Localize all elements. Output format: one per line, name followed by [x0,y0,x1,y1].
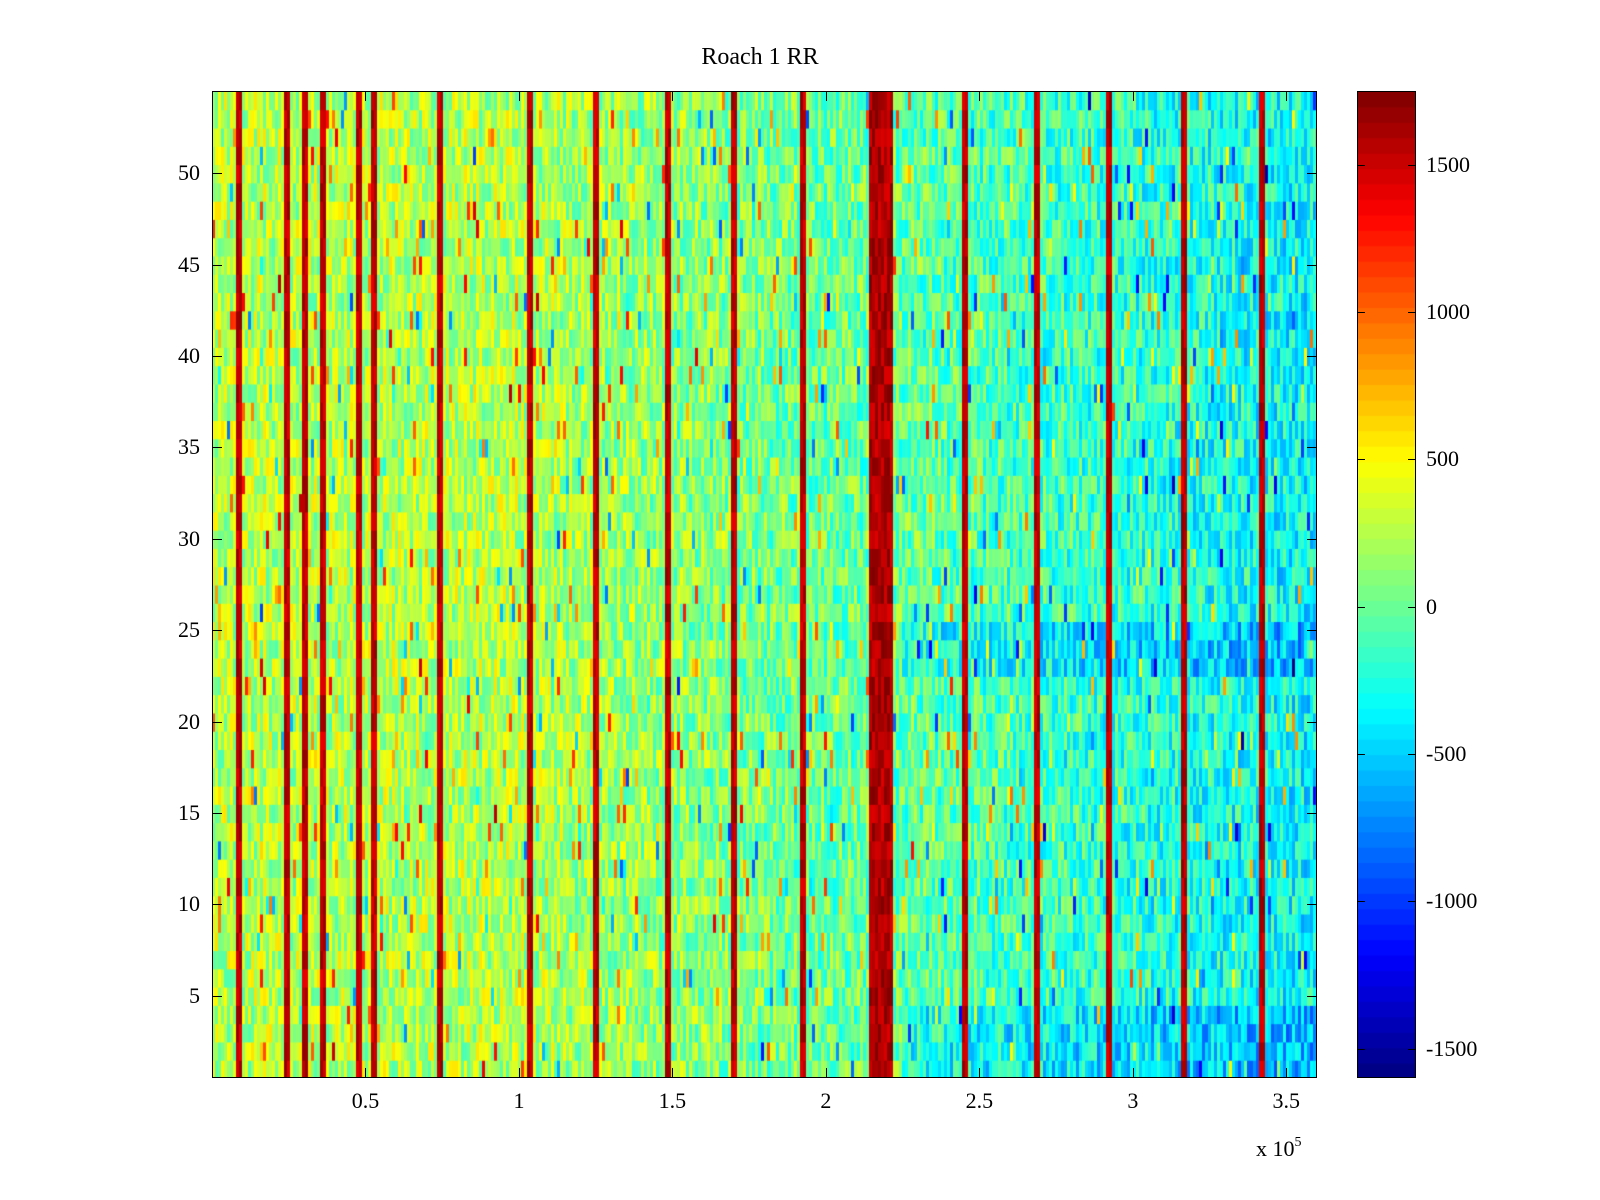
y-tick-mark [1307,630,1317,632]
y-tick-mark [1307,904,1317,906]
colorbar [1357,91,1416,1078]
colorbar-tick-mark [1357,164,1365,166]
colorbar-tick-mark [1357,901,1365,903]
x-tick-mark [825,91,827,101]
y-tick-mark [212,904,222,906]
y-tick-mark [1307,356,1317,358]
colorbar-tick-mark [1408,753,1416,755]
y-tick-label: 5 [189,982,200,1008]
x-tick-mark [1286,1068,1288,1078]
y-tick-label: 25 [178,617,200,643]
x-tick-label: 3 [1127,1088,1139,1113]
x-tick-label: 2 [820,1088,832,1113]
colorbar-tick-label: 1500 [1426,151,1470,177]
x-tick-mark [365,91,367,101]
colorbar-tick-label: 500 [1426,446,1459,472]
colorbar-tick-mark [1408,164,1416,166]
y-tick-mark [212,538,222,540]
colorbar-tick-label: -500 [1426,740,1467,766]
y-tick-mark [212,173,222,175]
x-tick-mark [365,1068,367,1078]
y-tick-label: 45 [178,251,200,277]
x-tick-label: 3.5 [1272,1088,1301,1113]
x-axis-multiplier: x 105 [1256,1134,1302,1161]
y-tick-mark [1307,173,1317,175]
x-tick-mark [518,91,520,101]
y-tick-label: 30 [178,525,200,551]
colorbar-tick-mark [1357,311,1365,313]
y-tick-mark [212,721,222,723]
y-tick-mark [1307,538,1317,540]
colorbar-tick-label: -1500 [1426,1035,1478,1061]
x-tick-mark [979,1068,981,1078]
colorbar-tick-mark [1408,606,1416,608]
y-tick-label: 35 [178,434,200,460]
x-tick-label: 1.5 [658,1088,687,1113]
y-tick-mark [1307,447,1317,449]
x-tick-mark [1132,1068,1134,1078]
colorbar-tick-mark [1408,459,1416,461]
y-tick-mark [1307,812,1317,814]
x-tick-label: 1 [513,1088,525,1113]
colorbar-tick-mark [1357,606,1365,608]
chart-title: Roach 1 RR [701,44,819,70]
x-tick-mark [979,91,981,101]
x-tick-mark [672,1068,674,1078]
x-tick-label: 2.5 [965,1088,994,1113]
heatmap-plot-area [212,91,1317,1078]
y-tick-mark [212,812,222,814]
y-tick-label: 20 [178,708,200,734]
y-tick-mark [1307,995,1317,997]
y-tick-mark [212,264,222,266]
colorbar-gradient [1357,91,1416,1078]
y-tick-label: 40 [178,343,200,369]
colorbar-tick-mark [1357,459,1365,461]
x-tick-mark [1286,91,1288,101]
y-tick-label: 15 [178,799,200,825]
y-tick-label: 10 [178,891,200,917]
colorbar-tick-mark [1357,1048,1365,1050]
y-tick-mark [1307,721,1317,723]
y-tick-mark [212,356,222,358]
colorbar-tick-mark [1408,901,1416,903]
colorbar-tick-label: -1000 [1426,888,1478,914]
y-tick-mark [212,630,222,632]
colorbar-tick-mark [1357,753,1365,755]
colorbar-tick-mark [1408,1048,1416,1050]
x-tick-mark [672,91,674,101]
colorbar-tick-label: 0 [1426,593,1437,619]
y-tick-mark [212,995,222,997]
x-tick-mark [518,1068,520,1078]
colorbar-tick-label: 1000 [1426,298,1470,324]
y-tick-mark [1307,264,1317,266]
colorbar-tick-mark [1408,311,1416,313]
y-tick-label: 50 [178,160,200,186]
x-tick-mark [825,1068,827,1078]
heatmap-cells [212,91,1317,1078]
x-tick-mark [1132,91,1134,101]
y-tick-mark [212,447,222,449]
x-tick-label: 0.5 [351,1088,380,1113]
